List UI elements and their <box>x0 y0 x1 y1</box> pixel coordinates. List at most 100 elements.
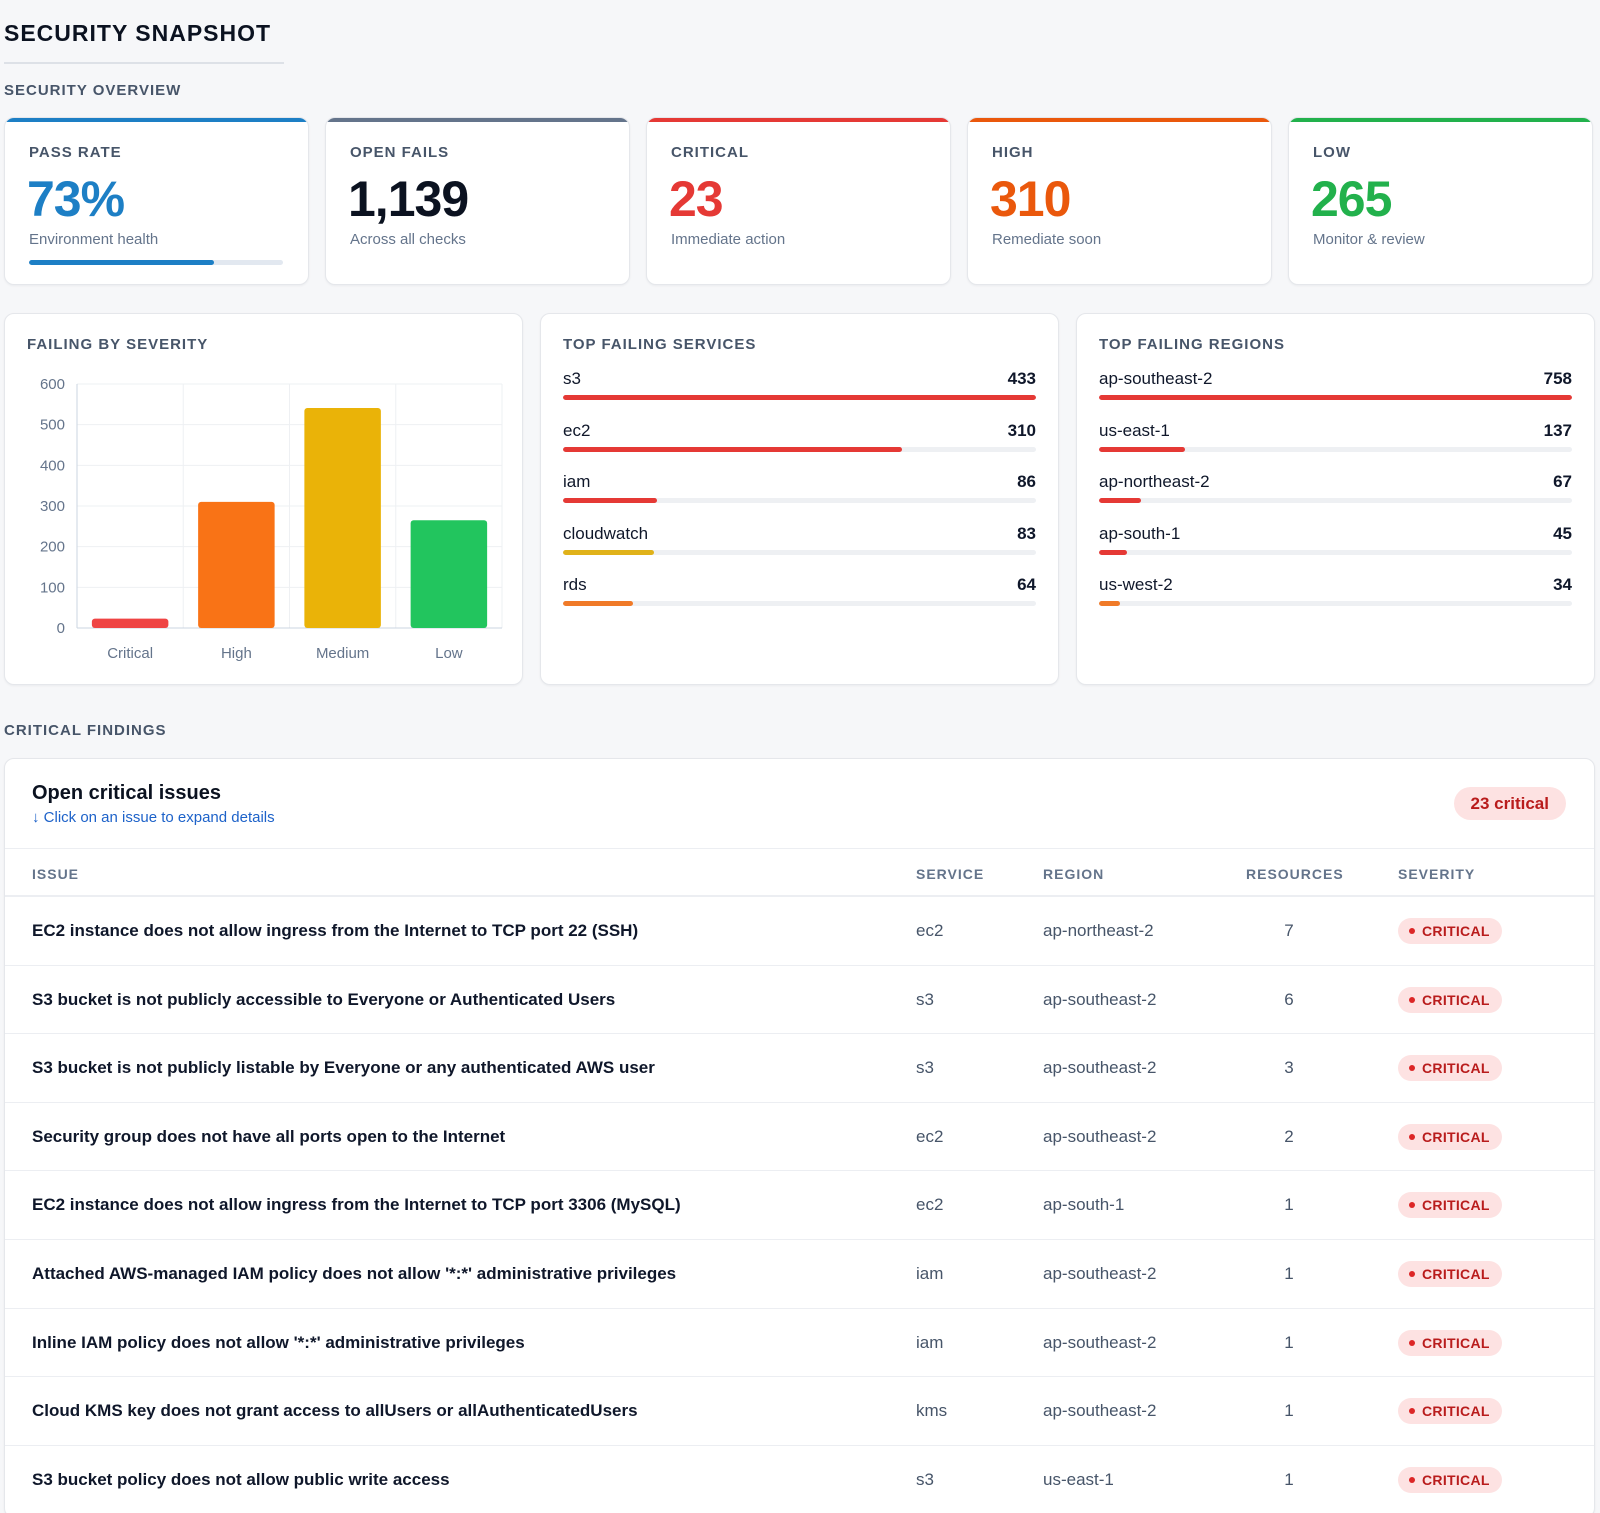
service-row[interactable]: s3 433 <box>563 369 1036 421</box>
severity-label: CRITICAL <box>1422 1128 1490 1145</box>
region-count: 137 <box>1543 420 1572 440</box>
issue-service: ec2 <box>916 921 944 940</box>
title-divider <box>4 62 284 64</box>
regions-list: ap-southeast-2 758 us-east-1 137 ap-northeas… <box>1099 369 1572 627</box>
issue-resources: 1 <box>1284 1195 1294 1215</box>
severity-dot-icon <box>1409 1408 1415 1415</box>
issues-table-body: EC2 instance does not allow ingress from… <box>5 897 1594 1513</box>
region-row[interactable]: ap-southeast-2 758 <box>1099 369 1572 421</box>
service-count: 64 <box>1017 575 1036 594</box>
region-name: ap-northeast-2 <box>1099 472 1210 491</box>
service-bar-fill <box>563 549 654 555</box>
table-row[interactable]: Attached AWS-managed IAM policy does not… <box>5 1240 1594 1309</box>
chart-y-tick-label: 100 <box>40 579 65 596</box>
critical-value: 23 <box>669 171 724 227</box>
column-header-service[interactable]: SERVICE <box>916 866 985 882</box>
region-bar-track <box>1099 395 1572 400</box>
issues-title: Open critical issues <box>32 782 221 804</box>
table-row[interactable]: Inline IAM policy does not allow '*:*' a… <box>5 1309 1594 1378</box>
severity-bar-chart: 0 100 200 300 400 500 600 Critical High Medium Low <box>40 376 503 662</box>
column-header-region[interactable]: REGION <box>1043 866 1105 882</box>
service-name: rds <box>563 575 587 594</box>
severity-dot-icon <box>1409 928 1415 934</box>
severity-badge: CRITICAL <box>1398 986 1502 1013</box>
region-bar-track <box>1099 601 1572 606</box>
issue-region: us-east-1 <box>1043 1469 1114 1489</box>
severity-badge: CRITICAL <box>1398 1192 1502 1219</box>
service-bar-track <box>563 549 1036 555</box>
issue-region: ap-southeast-2 <box>1043 1126 1157 1146</box>
service-bar-fill <box>563 446 902 452</box>
severity-label: CRITICAL <box>1422 1403 1490 1420</box>
severity-dot-icon <box>1409 1133 1415 1140</box>
service-row[interactable]: ec2 310 <box>563 421 1036 473</box>
table-row[interactable]: S3 bucket is not publicly accessible to … <box>5 966 1594 1035</box>
region-row[interactable]: ap-northeast-2 67 <box>1099 472 1572 524</box>
chart-bar-critical <box>91 618 169 628</box>
table-row[interactable]: EC2 instance does not allow ingress from… <box>5 1171 1594 1240</box>
region-count: 758 <box>1543 369 1572 388</box>
high-subtext: Remediate soon <box>992 231 1102 248</box>
issue-service: s3 <box>916 1469 934 1489</box>
region-row[interactable]: us-east-1 137 <box>1099 421 1572 473</box>
pass-rate-subtext: Environment health <box>29 231 159 248</box>
pass-rate-progress-track <box>29 260 283 265</box>
chart-x-tick-label: Low <box>435 645 463 662</box>
service-name: iam <box>563 472 591 491</box>
table-row[interactable]: S3 bucket policy does not allow public w… <box>5 1446 1594 1513</box>
page-title: SECURITY SNAPSHOT <box>4 20 272 46</box>
severity-badge: CRITICAL <box>1398 1055 1502 1082</box>
region-row[interactable]: ap-south-1 45 <box>1099 524 1572 576</box>
table-row[interactable]: Security group does not have all ports o… <box>5 1103 1594 1172</box>
top-services-title: TOP FAILING SERVICES <box>563 336 757 353</box>
table-row[interactable]: Cloud KMS key does not grant access to a… <box>5 1377 1594 1446</box>
severity-chart-panel: FAILING BY SEVERITY 0 100 200 300 400 500 600 C… <box>4 313 523 685</box>
issue-title: S3 bucket is not publicly listable by Ev… <box>32 1058 655 1078</box>
column-header-issue[interactable]: ISSUE <box>32 866 80 882</box>
issue-service: s3 <box>916 989 934 1009</box>
column-header-severity[interactable]: SEVERITY <box>1398 866 1476 882</box>
issues-header: Open critical issues ↓ Click on an issue… <box>5 759 1594 849</box>
service-bar-fill <box>563 601 633 606</box>
issue-resources: 3 <box>1284 1058 1294 1078</box>
low-subtext: Monitor & review <box>1313 231 1425 248</box>
service-row[interactable]: iam 86 <box>563 472 1036 524</box>
pass-rate-label: PASS RATE <box>29 144 122 161</box>
open-fails-card: OPEN FAILS 1,139 Across all checks <box>325 117 630 285</box>
table-row[interactable]: EC2 instance does not allow ingress from… <box>5 897 1594 966</box>
chart-x-tick-label: High <box>221 645 252 662</box>
region-bar-track <box>1099 446 1572 452</box>
region-bar-fill <box>1099 601 1121 606</box>
service-count: 433 <box>1007 369 1036 388</box>
chart-y-tick-label: 300 <box>40 498 65 515</box>
region-bar-track <box>1099 498 1572 503</box>
severity-badge: CRITICAL <box>1398 1329 1502 1356</box>
severity-label: CRITICAL <box>1422 1197 1490 1214</box>
chart-y-tick-label: 600 <box>40 376 65 393</box>
high-label: HIGH <box>992 144 1034 161</box>
service-row[interactable]: cloudwatch 83 <box>563 524 1036 576</box>
severity-badge: CRITICAL <box>1398 1398 1502 1425</box>
chart-bar-low <box>410 520 488 628</box>
table-row[interactable]: S3 bucket is not publicly listable by Ev… <box>5 1034 1594 1103</box>
service-name: cloudwatch <box>563 523 649 543</box>
service-count: 83 <box>1017 523 1036 543</box>
region-count: 34 <box>1553 575 1572 594</box>
region-row[interactable]: us-west-2 34 <box>1099 575 1572 627</box>
issue-title: EC2 instance does not allow ingress from… <box>32 1195 681 1215</box>
pass-rate-progress-fill <box>29 260 215 265</box>
service-name: ec2 <box>563 420 591 440</box>
column-header-resources[interactable]: RESOURCES <box>1246 866 1344 882</box>
severity-label: CRITICAL <box>1422 923 1490 939</box>
issue-resources: 1 <box>1284 1263 1294 1283</box>
issue-title: EC2 instance does not allow ingress from… <box>32 921 639 940</box>
region-bar-fill <box>1099 549 1127 555</box>
severity-badge: CRITICAL <box>1398 1466 1502 1493</box>
issue-region: ap-southeast-2 <box>1043 1263 1157 1283</box>
service-row[interactable]: rds 64 <box>563 575 1036 627</box>
severity-label: CRITICAL <box>1422 1471 1490 1488</box>
severity-badge: CRITICAL <box>1398 1123 1502 1150</box>
critical-label: CRITICAL <box>671 144 749 161</box>
region-bar-fill <box>1099 498 1141 503</box>
severity-dot-icon <box>1409 1476 1415 1483</box>
